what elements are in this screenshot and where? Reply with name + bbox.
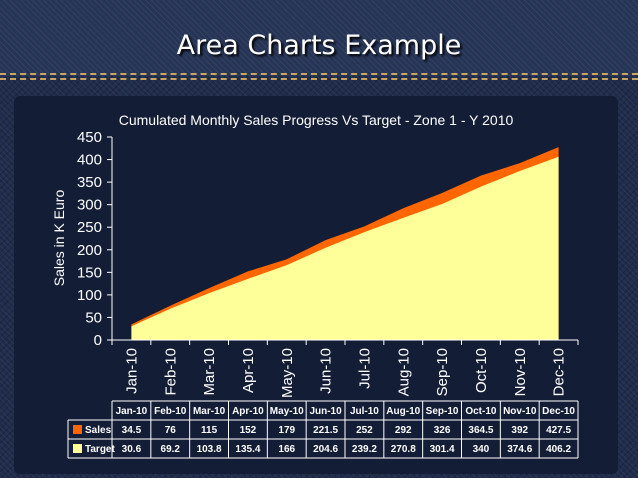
table-value-cell: 392 — [511, 425, 528, 436]
table-header-cell: Dec-10 — [542, 406, 575, 417]
x-category-label: Jan-10 — [123, 348, 140, 394]
table-value-cell: 374.6 — [507, 444, 532, 455]
title-band — [0, 0, 638, 76]
table-value-cell: 364.5 — [468, 425, 493, 436]
table-value-cell: 135.4 — [235, 444, 260, 455]
y-axis-title: Sales in K Euro — [51, 190, 67, 287]
table-value-cell: 76 — [165, 425, 177, 436]
table-value-cell: 301.4 — [430, 444, 455, 455]
y-tick-label: 400 — [77, 152, 102, 169]
y-tick-label: 300 — [77, 197, 102, 214]
table-value-cell: 326 — [434, 425, 451, 436]
table-header-cell: May-10 — [270, 406, 304, 417]
x-category-label: Oct-10 — [473, 348, 490, 393]
x-category-label: Sep-10 — [434, 348, 451, 396]
slide-title: Area Charts Example — [176, 30, 462, 61]
table-value-cell: 103.8 — [197, 444, 222, 455]
y-tick-label: 100 — [77, 287, 102, 304]
legend-label-target: Target — [85, 444, 115, 455]
table-value-cell: 179 — [278, 425, 295, 436]
stitch-line-top — [0, 73, 638, 75]
x-category-label: Jul-10 — [356, 348, 373, 389]
table-header-cell: Aug-10 — [386, 406, 420, 417]
x-category-label: Dec-10 — [551, 348, 568, 396]
y-tick-label: 350 — [77, 174, 102, 191]
x-category-label: Feb-10 — [162, 348, 179, 396]
x-category-label: Aug-10 — [395, 348, 412, 396]
stitch-line-bottom — [0, 78, 638, 80]
table-value-cell: 340 — [473, 444, 490, 455]
table-value-cell: 166 — [278, 444, 295, 455]
x-category-label: Apr-10 — [240, 348, 257, 393]
legend-swatch-target — [73, 444, 82, 453]
x-category-label: May-10 — [279, 348, 296, 398]
y-tick-label: 200 — [77, 242, 102, 259]
table-header-cell: Nov-10 — [503, 406, 537, 417]
y-tick-label: 450 — [77, 129, 102, 146]
y-tick-label: 250 — [77, 219, 102, 236]
table-value-cell: 292 — [395, 425, 412, 436]
table-header-cell: Jan-10 — [116, 406, 148, 417]
table-value-cell: 115 — [201, 425, 218, 436]
table-value-cell: 406.2 — [546, 444, 571, 455]
table-header-cell: Jun-10 — [309, 406, 342, 417]
table-value-cell: 221.5 — [313, 425, 338, 436]
x-category-label: Nov-10 — [512, 348, 529, 396]
table-header-cell: Oct-10 — [465, 406, 497, 417]
area-target — [131, 156, 559, 340]
table-value-cell: 152 — [240, 425, 257, 436]
legend-swatch-sales — [73, 425, 82, 434]
table-value-cell: 34.5 — [122, 425, 142, 436]
x-category-label: Mar-10 — [201, 348, 218, 396]
table-value-cell: 30.6 — [122, 444, 142, 455]
table-header-cell: Feb-10 — [154, 406, 187, 417]
x-category-label: Jun-10 — [318, 348, 335, 394]
y-tick-label: 0 — [94, 332, 102, 349]
table-value-cell: 204.6 — [313, 444, 338, 455]
table-value-cell: 239.2 — [352, 444, 377, 455]
table-value-cell: 252 — [356, 425, 373, 436]
legend-label-sales: Sales — [85, 425, 112, 436]
table-header-cell: Apr-10 — [232, 406, 264, 417]
table-value-cell: 69.2 — [161, 444, 181, 455]
table-header-cell: Sep-10 — [426, 406, 459, 417]
y-tick-label: 50 — [85, 309, 102, 326]
table-header-cell: Mar-10 — [193, 406, 226, 417]
chart-title: Cumulated Monthly Sales Progress Vs Targ… — [119, 112, 514, 128]
table-header-cell: Jul-10 — [350, 406, 379, 417]
table-value-cell: 427.5 — [546, 425, 571, 436]
y-tick-label: 150 — [77, 264, 102, 281]
table-value-cell: 270.8 — [391, 444, 416, 455]
